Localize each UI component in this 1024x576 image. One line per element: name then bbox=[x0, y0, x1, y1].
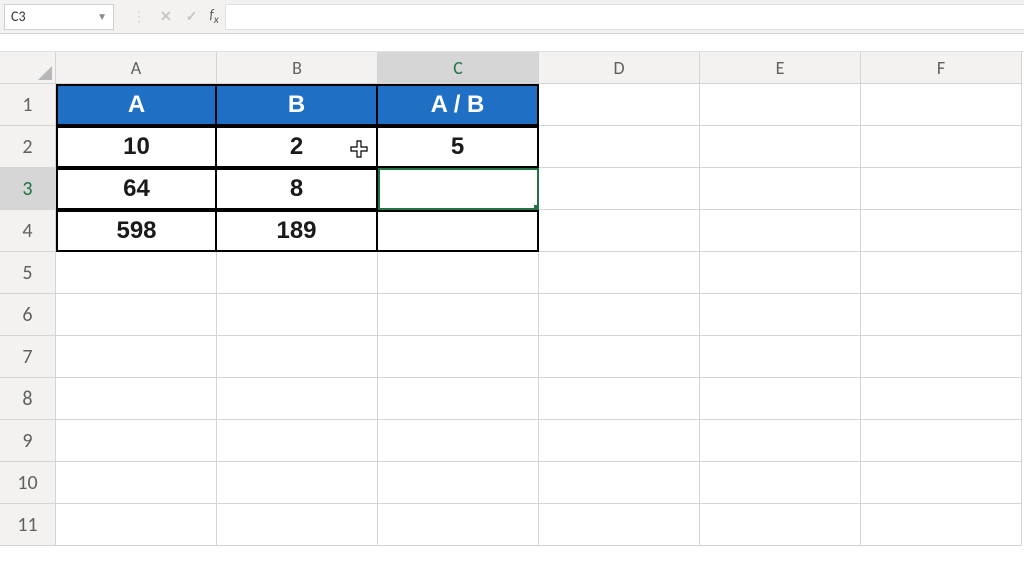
cell-D11[interactable] bbox=[539, 504, 700, 546]
cell-B6[interactable] bbox=[217, 294, 378, 336]
cell-E9[interactable] bbox=[700, 420, 861, 462]
col-header-B[interactable]: B bbox=[217, 52, 378, 84]
cell-D6[interactable] bbox=[539, 294, 700, 336]
row-header-4[interactable]: 4 bbox=[0, 210, 56, 252]
cell-F11[interactable] bbox=[861, 504, 1022, 546]
row-header-6[interactable]: 6 bbox=[0, 294, 56, 336]
col-header-E[interactable]: E bbox=[700, 52, 861, 84]
cell-D7[interactable] bbox=[539, 336, 700, 378]
cell-E1[interactable] bbox=[700, 84, 861, 126]
select-all-corner[interactable] bbox=[0, 52, 56, 84]
cell-B5[interactable] bbox=[217, 252, 378, 294]
cell-B8[interactable] bbox=[217, 378, 378, 420]
cell-A4[interactable]: 598 bbox=[56, 210, 217, 252]
row-header-8[interactable]: 8 bbox=[0, 378, 56, 420]
ribbon-gap bbox=[0, 34, 1024, 52]
cell-A8[interactable] bbox=[56, 378, 217, 420]
cell-E3[interactable] bbox=[700, 168, 861, 210]
col-header-F[interactable]: F bbox=[861, 52, 1022, 84]
cell-F7[interactable] bbox=[861, 336, 1022, 378]
cell-F1[interactable] bbox=[861, 84, 1022, 126]
cell-D9[interactable] bbox=[539, 420, 700, 462]
cell-C5[interactable] bbox=[378, 252, 539, 294]
cell-E2[interactable] bbox=[700, 126, 861, 168]
cell-C6[interactable] bbox=[378, 294, 539, 336]
cell-E6[interactable] bbox=[700, 294, 861, 336]
cell-B10[interactable] bbox=[217, 462, 378, 504]
cell-A11[interactable] bbox=[56, 504, 217, 546]
cell-B11[interactable] bbox=[217, 504, 378, 546]
row-header-10[interactable]: 10 bbox=[0, 462, 56, 504]
enter-icon[interactable]: ✓ bbox=[186, 8, 198, 25]
cell-B2[interactable]: 2 bbox=[217, 126, 378, 168]
cancel-icon[interactable]: ✕ bbox=[160, 8, 172, 25]
cell-D5[interactable] bbox=[539, 252, 700, 294]
cell-cursor-icon bbox=[349, 138, 369, 158]
cell-C4[interactable] bbox=[378, 210, 539, 252]
cell-C2[interactable]: 5 bbox=[378, 126, 539, 168]
cell-B1[interactable]: B bbox=[217, 84, 378, 126]
row-header-5[interactable]: 5 bbox=[0, 252, 56, 294]
name-box-value: C3 bbox=[11, 8, 26, 25]
cell-D8[interactable] bbox=[539, 378, 700, 420]
formula-bar-buttons: ⋮ ✕ ✓ bbox=[132, 8, 197, 25]
row-header-11[interactable]: 11 bbox=[0, 504, 56, 546]
cell-A6[interactable] bbox=[56, 294, 217, 336]
fx-icon[interactable]: fx bbox=[209, 6, 218, 27]
cell-A2[interactable]: 10 bbox=[56, 126, 217, 168]
cell-A3[interactable]: 64 bbox=[56, 168, 217, 210]
cell-D3[interactable] bbox=[539, 168, 700, 210]
cell-B3[interactable]: 8 bbox=[217, 168, 378, 210]
cell-E11[interactable] bbox=[700, 504, 861, 546]
col-header-D[interactable]: D bbox=[539, 52, 700, 84]
col-header-A[interactable]: A bbox=[56, 52, 217, 84]
row-header-3[interactable]: 3 bbox=[0, 168, 56, 210]
row-header-9[interactable]: 9 bbox=[0, 420, 56, 462]
formula-bar: C3 ▼ ⋮ ✕ ✓ fx bbox=[0, 0, 1024, 34]
cell-D10[interactable] bbox=[539, 462, 700, 504]
cell-F3[interactable] bbox=[861, 168, 1022, 210]
cell-E7[interactable] bbox=[700, 336, 861, 378]
cell-F2[interactable] bbox=[861, 126, 1022, 168]
cell-C7[interactable] bbox=[378, 336, 539, 378]
cell-F9[interactable] bbox=[861, 420, 1022, 462]
cell-C1[interactable]: A / B bbox=[378, 84, 539, 126]
cell-D1[interactable] bbox=[539, 84, 700, 126]
cell-B7[interactable] bbox=[217, 336, 378, 378]
cell-D2[interactable] bbox=[539, 126, 700, 168]
cell-E5[interactable] bbox=[700, 252, 861, 294]
cell-B9[interactable] bbox=[217, 420, 378, 462]
formula-input[interactable] bbox=[225, 4, 1024, 30]
col-header-C[interactable]: C bbox=[378, 52, 539, 84]
cell-C9[interactable] bbox=[378, 420, 539, 462]
cell-A10[interactable] bbox=[56, 462, 217, 504]
cell-F8[interactable] bbox=[861, 378, 1022, 420]
cell-E4[interactable] bbox=[700, 210, 861, 252]
cell-C11[interactable] bbox=[378, 504, 539, 546]
cell-A1[interactable]: A bbox=[56, 84, 217, 126]
row-header-7[interactable]: 7 bbox=[0, 336, 56, 378]
name-box[interactable]: C3 ▼ bbox=[4, 4, 114, 30]
cell-F4[interactable] bbox=[861, 210, 1022, 252]
cell-C8[interactable] bbox=[378, 378, 539, 420]
formula-bar-divider: ⋮ bbox=[132, 8, 146, 25]
cell-C3[interactable] bbox=[378, 168, 539, 210]
cell-D4[interactable] bbox=[539, 210, 700, 252]
cell-B2-value: 2 bbox=[290, 133, 303, 161]
cell-E10[interactable] bbox=[700, 462, 861, 504]
row-header-2[interactable]: 2 bbox=[0, 126, 56, 168]
spreadsheet-grid[interactable]: A B C D E F 1 A B A / B 2 10 2 5 3 64 8 … bbox=[0, 52, 1024, 546]
cell-A5[interactable] bbox=[56, 252, 217, 294]
row-header-1[interactable]: 1 bbox=[0, 84, 56, 126]
cell-E8[interactable] bbox=[700, 378, 861, 420]
cell-B4[interactable]: 189 bbox=[217, 210, 378, 252]
cell-F6[interactable] bbox=[861, 294, 1022, 336]
name-box-dropdown-icon[interactable]: ▼ bbox=[97, 10, 107, 23]
cell-F5[interactable] bbox=[861, 252, 1022, 294]
cell-A7[interactable] bbox=[56, 336, 217, 378]
cell-F10[interactable] bbox=[861, 462, 1022, 504]
cell-C10[interactable] bbox=[378, 462, 539, 504]
cell-A9[interactable] bbox=[56, 420, 217, 462]
